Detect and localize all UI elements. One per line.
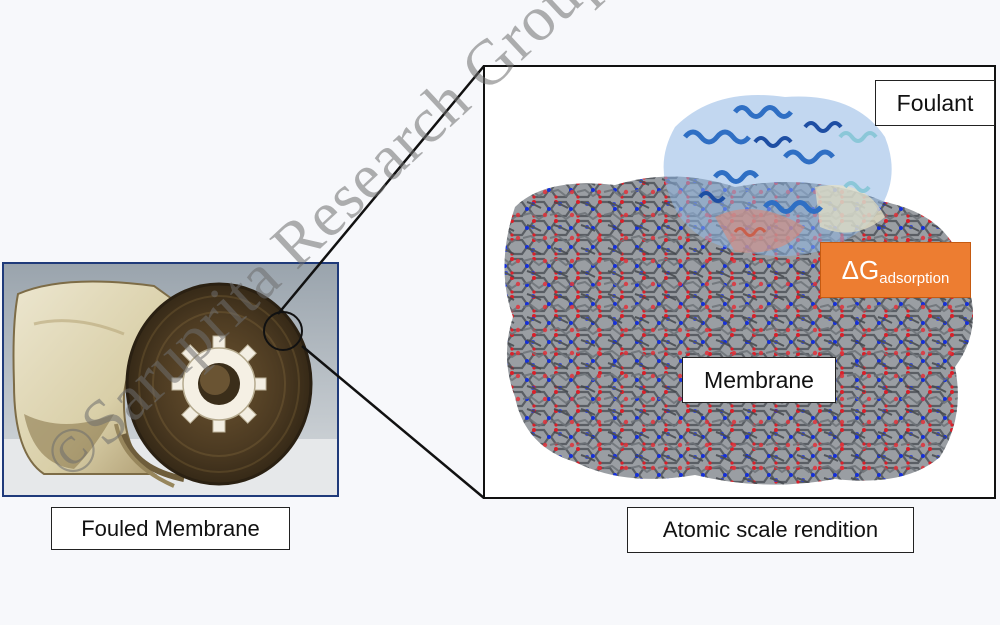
foulant-label: Foulant xyxy=(875,80,995,126)
membrane-label: Membrane xyxy=(682,357,836,403)
foulant-protein-ribbons xyxy=(663,95,892,257)
delta-g-symbol: ΔG xyxy=(841,254,880,285)
photo-caption: Fouled Membrane xyxy=(51,507,290,550)
fouled-membrane-photo xyxy=(2,262,339,497)
rendition-caption: Atomic scale rendition xyxy=(627,507,914,553)
delta-g-subscript: adsorption xyxy=(879,269,950,287)
delta-g-adsorption-label: ΔG adsorption xyxy=(820,242,971,298)
